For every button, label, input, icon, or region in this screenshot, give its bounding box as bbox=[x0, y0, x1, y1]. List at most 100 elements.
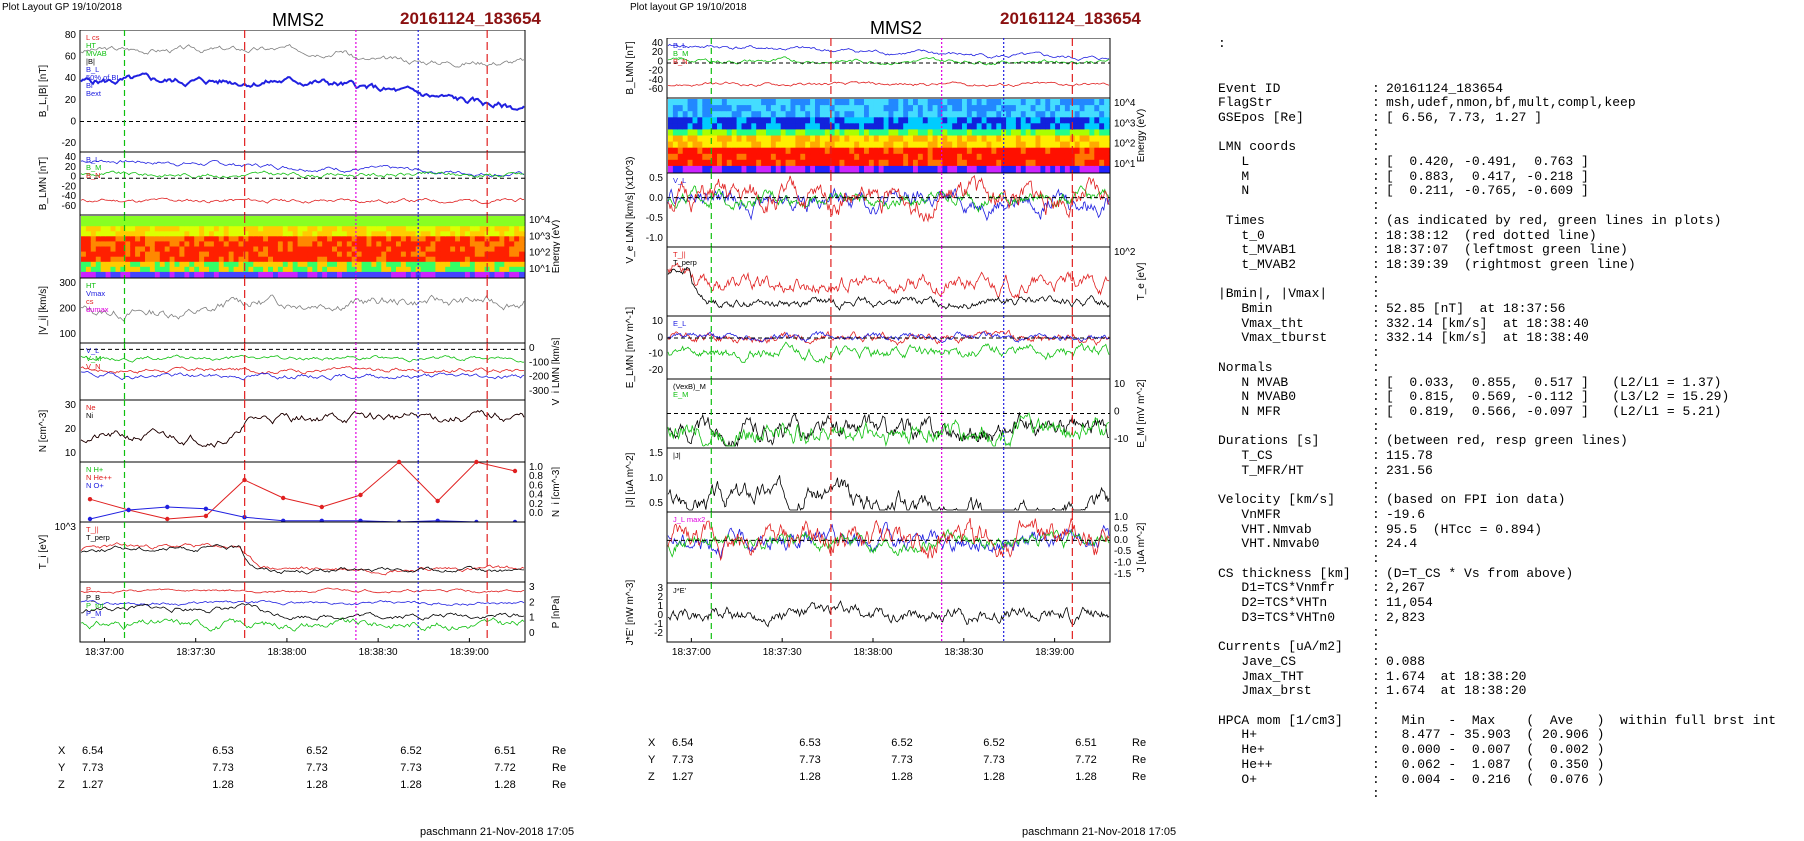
left-coord-X-3: 6.52 bbox=[400, 744, 422, 757]
left-panel-frame-6 bbox=[79, 461, 526, 523]
info-key: O+ bbox=[1218, 771, 1258, 787]
info-value: 115.78 bbox=[1386, 448, 1433, 464]
info-row: : bbox=[1218, 125, 1802, 141]
info-value: 1.674 at 18:38:20 bbox=[1386, 683, 1527, 699]
mid-coord-Z-4: 1.28 bbox=[1075, 770, 1097, 783]
info-colon: : bbox=[1372, 183, 1380, 199]
mid-trace-6-0 bbox=[667, 475, 1110, 512]
mid-tick-2-0: 0.5 bbox=[649, 173, 663, 184]
mid-coord-unit-Z: Re bbox=[1132, 770, 1147, 783]
mid-trace-2-1 bbox=[667, 185, 1110, 213]
left-time-label-4: 18:39:00 bbox=[450, 647, 489, 658]
left-legend-0-6: Bi bbox=[86, 81, 93, 90]
info-value: 2,823 bbox=[1386, 609, 1426, 625]
mid-panel-7: 1.00.50.0-0.5-1.0-1.5 J [uA m^-2] J_L max2 bbox=[666, 511, 1147, 584]
info-value: 0.062 - 1.087 ( 0.350 ) bbox=[1386, 756, 1605, 772]
left-trace-0-0 bbox=[80, 43, 525, 68]
mid-coord-Y-2: 7.73 bbox=[891, 753, 913, 766]
left-tick-4-2: -200 bbox=[529, 372, 549, 383]
left-coord-Z-2: 1.28 bbox=[306, 778, 328, 791]
mid-trace-0-1 bbox=[667, 56, 1110, 66]
info-key: N bbox=[1218, 183, 1250, 199]
left-panel-7: 10^3 T_i [eV] T_||T_perp bbox=[38, 521, 526, 583]
left-legend-8-3: P_M bbox=[86, 609, 101, 618]
info-value: 332.14 [km/s] at 18:38:40 bbox=[1386, 315, 1589, 331]
mid-coord-Y-4: 7.72 bbox=[1075, 753, 1097, 766]
info-colon: : bbox=[1372, 653, 1380, 669]
mid-trace-7-2 bbox=[667, 517, 1110, 562]
mid-footer: paschmann 21-Nov-2018 17:05 bbox=[1022, 826, 1177, 838]
left-title: MMS2 bbox=[272, 10, 325, 30]
info-colon: : bbox=[1372, 712, 1380, 728]
left-legend-4-2: V_N bbox=[86, 362, 101, 371]
info-colon: : bbox=[1372, 786, 1380, 798]
info-key bbox=[1218, 552, 1372, 567]
left-tick-0-3: 20 bbox=[65, 95, 77, 106]
left-legend-4-0: V_L bbox=[86, 346, 99, 355]
left-coord-key-Y: Y bbox=[58, 761, 66, 774]
left-trace-0-1 bbox=[80, 72, 525, 111]
info-row: VHT.Nmvab:95.5 (HTcc = 0.894) bbox=[1218, 522, 1802, 538]
left-tick-2-1: 10^3 bbox=[529, 231, 551, 242]
info-key: Velocity [km/s] bbox=[1218, 492, 1336, 508]
mid-tick-1-2: 10^2 bbox=[1114, 139, 1136, 150]
left-tick-4-3: -300 bbox=[529, 386, 549, 397]
left-panel-frame-1 bbox=[79, 151, 526, 216]
left-dot-line-6-0 bbox=[89, 461, 516, 520]
mid-tick-4-1: 0 bbox=[657, 332, 663, 343]
left-coord-row-X: X 6.54 6.53 6.52 6.52 6.51 Re bbox=[58, 742, 566, 759]
mid-tick-6-2: 0.5 bbox=[649, 498, 663, 509]
left-coords-table: X 6.54 6.53 6.52 6.52 6.51 Re Y 7.73 7.73 7.73 7.73… bbox=[58, 742, 566, 793]
left-tick-7-0: 10^3 bbox=[55, 522, 77, 533]
mid-coords-table: X 6.54 6.53 6.52 6.52 6.51 Re Y 7.73 7.73 7.73 7.73… bbox=[648, 734, 1146, 785]
left-tick-5-1: 20 bbox=[65, 424, 77, 435]
mid-tick-5-2: -10 bbox=[1114, 434, 1129, 445]
left-coord-Z-4: 1.28 bbox=[494, 778, 516, 791]
mid-coord-unit-X: Re bbox=[1132, 736, 1147, 749]
left-event-id: 20161124_183654 bbox=[400, 9, 541, 28]
info-key bbox=[1218, 626, 1372, 641]
mid-time-label-2: 18:38:00 bbox=[854, 647, 893, 658]
info-value: 231.56 bbox=[1386, 462, 1433, 478]
info-row: GSEpos [Re]: [ 6.56, 7.73, 1.27 ] bbox=[1218, 109, 1802, 126]
info-value: 24.4 bbox=[1386, 536, 1418, 552]
info-value: 20161124_183654 bbox=[1386, 80, 1504, 96]
info-row: : bbox=[1218, 551, 1802, 567]
info-colon: : bbox=[1372, 139, 1380, 155]
info-colon-row: : bbox=[1218, 36, 1226, 52]
mid-ylabel-5: E_M [mV m^-2] bbox=[1136, 379, 1147, 448]
left-tick-1-0: 40 bbox=[65, 152, 77, 163]
info-value: [ 6.56, 7.73, 1.27 ] bbox=[1386, 109, 1543, 125]
left-legend-3-0: HT bbox=[86, 281, 96, 290]
mid-legend-5-1: E_M bbox=[673, 390, 688, 399]
left-trace-7-1 bbox=[80, 544, 524, 575]
info-row: He++: 0.062 - 1.087 ( 0.350 ) bbox=[1218, 756, 1802, 773]
info-row: Times: (as indicated by red, green lines … bbox=[1218, 213, 1802, 229]
info-key: Bmin bbox=[1218, 301, 1273, 317]
left-legend-6-0: N H+ bbox=[86, 465, 104, 474]
info-colon: : bbox=[1372, 668, 1380, 684]
left-coord-Y-1: 7.73 bbox=[212, 761, 234, 774]
mid-trace-2-2 bbox=[667, 175, 1110, 223]
mid-panel-frame-8 bbox=[666, 582, 1111, 643]
left-tick-6-4: 0.2 bbox=[529, 499, 543, 510]
left-legend-8-2: P_tot bbox=[86, 601, 104, 610]
left-panel-frame-5 bbox=[79, 399, 526, 463]
left-tick-8-2: 1 bbox=[529, 613, 535, 624]
info-colon: : bbox=[1372, 345, 1380, 361]
info-colon: : bbox=[1372, 301, 1380, 317]
mid-panel-6: 1.5 1.0 0.5 |J| [uA m^-2] |J| bbox=[625, 447, 1111, 513]
left-trace-4-0 bbox=[80, 354, 524, 363]
info-key: LMN coords bbox=[1218, 139, 1297, 155]
info-value: -19.6 bbox=[1386, 506, 1426, 522]
info-key: D1=TCS*Vnmfr bbox=[1218, 580, 1336, 596]
left-ylabel-2: Energy (eV) bbox=[551, 220, 560, 273]
left-tick-3-2: 100 bbox=[59, 329, 76, 340]
mid-tick-2-1: 0.0 bbox=[649, 193, 663, 204]
info-colon: : bbox=[1372, 433, 1380, 449]
info-key: GSEpos [Re] bbox=[1218, 109, 1304, 125]
